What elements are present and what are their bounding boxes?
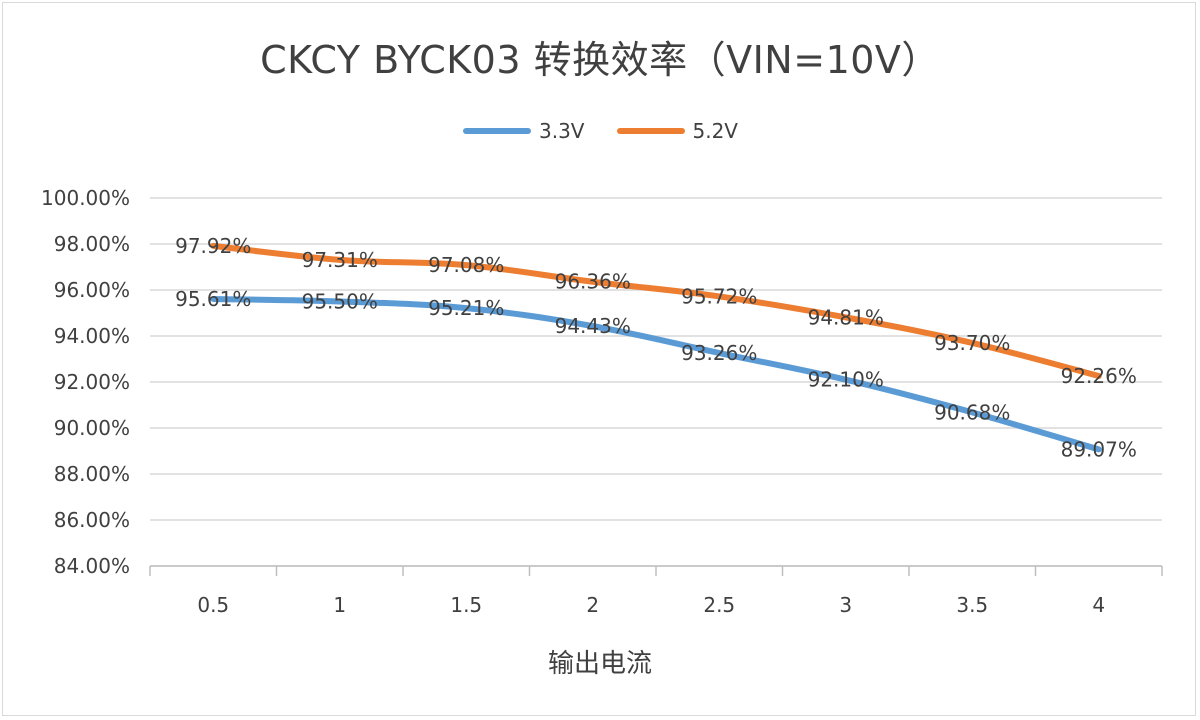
x-tick-label: 0.5 — [197, 593, 229, 617]
data-label: 89.07% — [1061, 437, 1137, 461]
y-tick-label: 96.00% — [54, 278, 130, 302]
data-label: 95.61% — [175, 287, 251, 311]
chart-title: CKCY BYCK03 转换效率（VIN=10V） — [260, 38, 940, 82]
data-label: 95.50% — [302, 290, 378, 314]
x-axis-title: 输出电流 — [547, 649, 652, 679]
x-tick-label: 1 — [333, 593, 346, 617]
data-label: 94.81% — [808, 305, 884, 329]
y-tick-label: 84.00% — [54, 554, 130, 578]
series-line-3v3V — [210, 295, 1102, 453]
x-tick-label: 1.5 — [450, 593, 482, 617]
legend-label-5v2: 5.2V — [692, 119, 739, 143]
data-label: 92.26% — [1061, 364, 1137, 388]
data-label: 97.08% — [428, 253, 504, 277]
y-tick-label: 100.00% — [41, 186, 130, 210]
series-line-5v2V — [210, 242, 1102, 380]
x-tick-label: 2 — [586, 593, 599, 617]
legend-item-5v2: 5.2V — [616, 119, 739, 143]
y-tick-label: 90.00% — [54, 416, 130, 440]
y-tick-label: 86.00% — [54, 508, 130, 532]
data-label: 97.31% — [302, 248, 378, 272]
y-tick-label: 94.00% — [54, 324, 130, 348]
data-label: 96.36% — [555, 270, 631, 294]
x-tick-label: 2.5 — [703, 593, 735, 617]
data-label: 97.92% — [175, 234, 251, 258]
y-tick-label: 88.00% — [54, 462, 130, 486]
x-tick-label: 3.5 — [956, 593, 988, 617]
data-label: 95.72% — [681, 284, 757, 308]
legend: 3.3V 5.2V — [463, 119, 738, 143]
y-tick-label: 92.00% — [54, 370, 130, 394]
legend-swatch-3v3 — [463, 128, 531, 134]
data-label: 90.68% — [934, 400, 1010, 424]
y-tick-label: 98.00% — [54, 232, 130, 256]
data-label: 95.21% — [428, 296, 504, 320]
x-tick-label: 3 — [839, 593, 852, 617]
data-label: 93.70% — [934, 331, 1010, 355]
legend-item-3v3: 3.3V — [463, 119, 585, 143]
data-label: 94.43% — [555, 314, 631, 338]
x-tick-label: 4 — [1092, 593, 1105, 617]
data-label: 92.10% — [808, 368, 884, 392]
legend-label-3v3: 3.3V — [539, 119, 585, 143]
data-label: 93.26% — [681, 341, 757, 365]
legend-swatch-5v2 — [616, 128, 685, 134]
